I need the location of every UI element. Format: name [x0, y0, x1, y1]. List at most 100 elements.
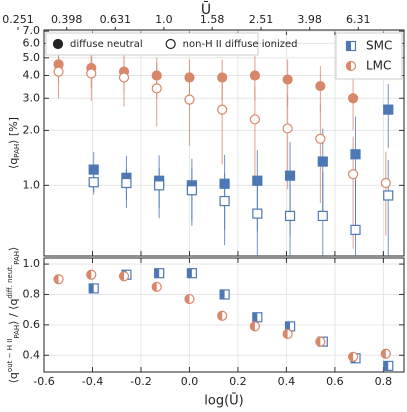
- marker-half-fill: [152, 282, 157, 292]
- marker-half-fill: [252, 312, 258, 322]
- marker-half-fill: [348, 352, 354, 362]
- circle-marker: [347, 169, 359, 180]
- y-axis-label-part: ⟩ / ⟨q: [7, 299, 20, 325]
- y-tick-label: 1.0: [23, 257, 41, 270]
- square-marker: [284, 170, 296, 181]
- circle-marker: [347, 93, 359, 104]
- circle-marker: [86, 68, 97, 79]
- top-x-tick-label: 1.0: [155, 13, 173, 26]
- marker-half-fill: [119, 271, 124, 281]
- marker-half-fill: [346, 61, 351, 71]
- marker-half-fill: [383, 361, 389, 371]
- legend-label: diffuse neutral: [70, 39, 143, 50]
- data-layer: [53, 268, 394, 372]
- top-x-tick-label: 0.631: [100, 13, 132, 26]
- marker-half-fill: [154, 268, 160, 278]
- y-axis-label-part: PAH: [13, 251, 21, 265]
- square-marker: [383, 190, 394, 201]
- top-x-tick-label: 0.251: [2, 13, 34, 26]
- y-axis-label-part: ⟩: [7, 247, 20, 251]
- square-marker: [88, 177, 99, 188]
- marker-half-fill: [187, 268, 192, 278]
- y-tick-label: 4.0: [23, 68, 41, 81]
- y-axis-label-part: diff. neut.: [6, 265, 14, 299]
- x-tick-label: -0.6: [33, 375, 54, 388]
- y-axis-label-part: ⟩ [%]: [7, 117, 20, 144]
- circle-marker: [282, 123, 293, 134]
- x-tick-label: 0.0: [181, 375, 199, 388]
- marker-half-fill: [217, 311, 223, 321]
- x-tick-label: 0.6: [326, 375, 344, 388]
- square-marker: [121, 177, 132, 189]
- top-x-axis-label: Ū: [201, 1, 211, 18]
- square-marker: [317, 156, 328, 167]
- square-marker: [350, 224, 361, 235]
- circle-marker: [118, 72, 130, 83]
- y-tick-label: 3.0: [23, 91, 41, 104]
- top-x-tick-label: 3.98: [297, 13, 322, 26]
- marker-half-fill: [54, 274, 59, 284]
- circle-marker: [151, 83, 162, 94]
- marker-half-fill: [346, 41, 351, 51]
- x-tick-label: 0.2: [229, 375, 247, 388]
- data-layer: [53, 48, 394, 256]
- circle-marker: [184, 94, 195, 105]
- square-marker: [88, 164, 99, 175]
- y-tick-label: 0.4: [23, 348, 41, 361]
- y-tick-label: 2.0: [23, 123, 41, 136]
- square-marker: [186, 185, 197, 196]
- y-axis-label-part: PAH: [13, 325, 21, 339]
- y-tick-label: 1.0: [23, 178, 41, 191]
- circle-marker: [282, 74, 293, 85]
- circle-marker: [165, 38, 176, 50]
- circle-marker: [315, 133, 326, 144]
- marker-half-fill: [220, 289, 225, 299]
- square-marker: [252, 175, 263, 186]
- marker-half-fill: [381, 349, 386, 359]
- y-tick-label: 0.8: [23, 287, 41, 300]
- marker-half-fill: [285, 321, 291, 331]
- y-tick-label: 5.0: [23, 51, 41, 64]
- circle-marker: [217, 72, 228, 83]
- y-axis-label: ⟨qout − H IIPAH⟩ / ⟨qdiff. neut.PAH⟩: [6, 247, 21, 384]
- marker-half-fill: [283, 329, 288, 339]
- circle-marker: [380, 177, 391, 189]
- square-marker: [219, 178, 230, 189]
- circle-marker: [249, 70, 261, 81]
- y-tick-label: 6.0: [23, 36, 41, 49]
- circle-marker: [249, 114, 261, 125]
- circle-marker: [217, 104, 228, 115]
- marker-half-fill: [184, 294, 190, 304]
- y-axis-label-part: ⟨q: [7, 372, 20, 383]
- legend-box: [335, 32, 403, 80]
- y-axis-label: ⟨qPAH⟩ [%]: [7, 117, 21, 169]
- y-tick-label: 7.0: [23, 24, 41, 37]
- marker-half-fill: [86, 270, 92, 280]
- y-tick-label: 0.6: [23, 318, 41, 331]
- y-axis-label-part: ⟨q: [7, 158, 20, 169]
- square-marker: [154, 180, 165, 191]
- square-marker: [383, 104, 394, 115]
- plot-frame: [43, 257, 405, 373]
- top-x-tick-label: 0.398: [51, 13, 83, 26]
- square-marker: [317, 210, 328, 222]
- x-tick-label: -0.2: [130, 375, 151, 388]
- legend-label: LMC: [366, 59, 391, 73]
- circle-marker: [151, 70, 162, 81]
- top-x-tick-label: 2.51: [249, 13, 274, 26]
- x-tick-label: -0.4: [82, 375, 103, 388]
- circle-marker: [53, 66, 64, 77]
- circle-marker: [52, 38, 64, 50]
- x-tick-label: 0.8: [375, 375, 393, 388]
- top-x-tick-label: 6.31: [346, 13, 371, 26]
- plot-frame: [43, 29, 405, 257]
- square-marker: [252, 208, 263, 219]
- marker-half-fill: [250, 321, 255, 331]
- top-x-tick-label: 1.58: [200, 13, 225, 26]
- y-axis-label-part: out − H II: [6, 339, 14, 372]
- marker-half-fill: [315, 337, 321, 347]
- square-marker: [350, 149, 361, 160]
- circle-marker: [184, 72, 195, 83]
- square-marker: [284, 210, 296, 222]
